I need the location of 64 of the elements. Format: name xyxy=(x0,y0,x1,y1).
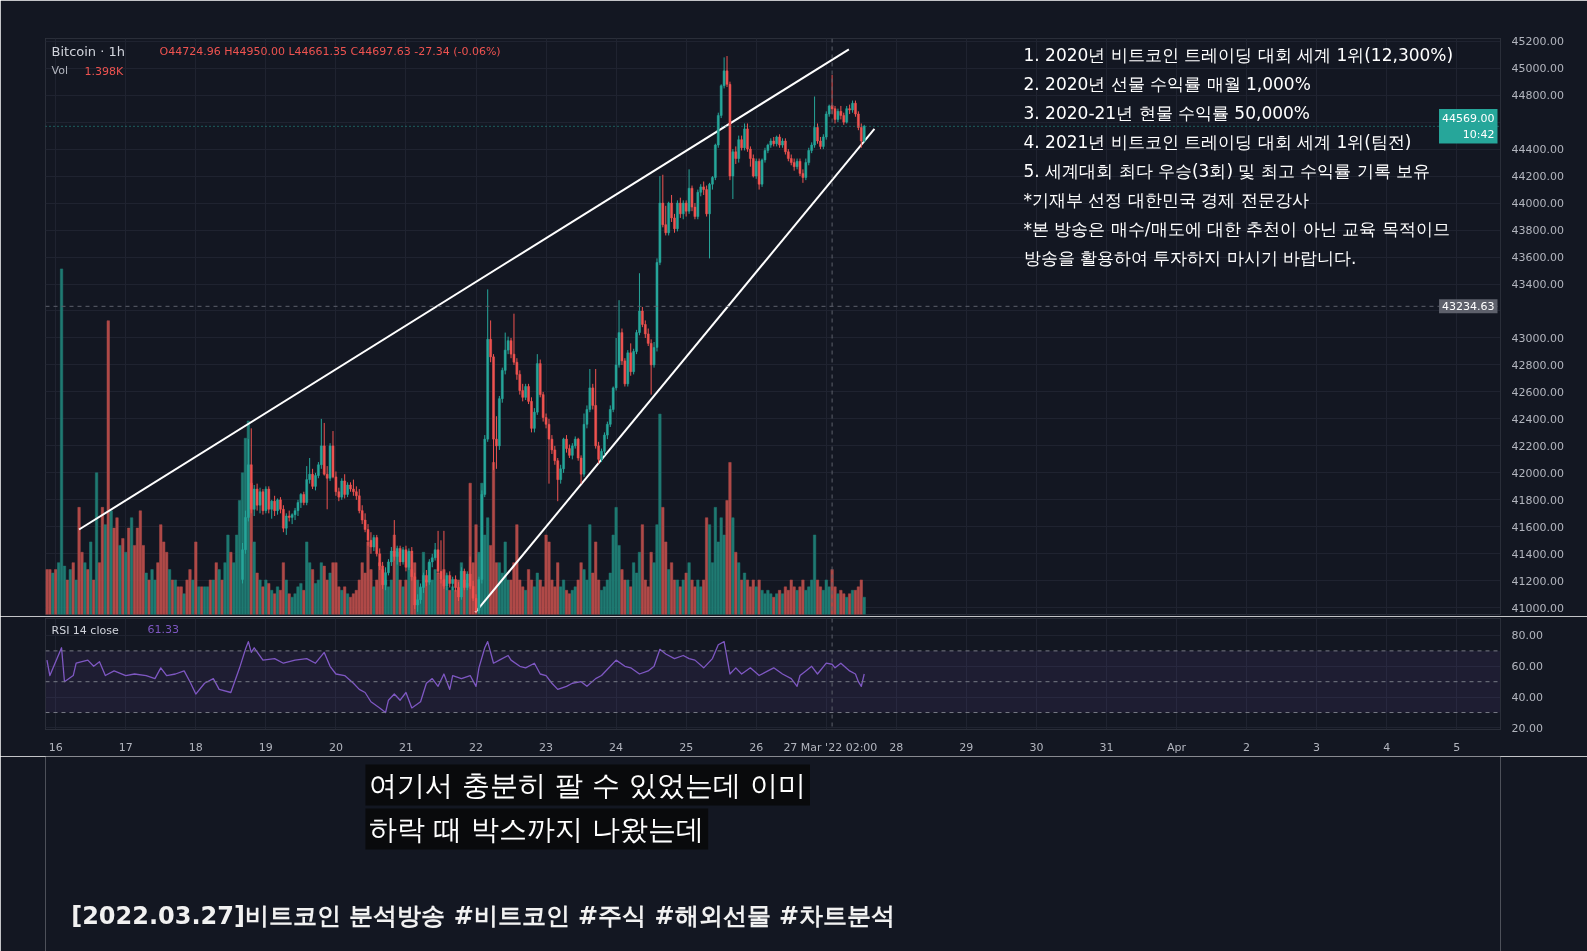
y-tick-label: 41000.00 xyxy=(1511,601,1564,615)
y-tick-label: 42600.00 xyxy=(1511,385,1564,399)
x-tick-label: 19 xyxy=(258,740,273,754)
x-tick-label: 28 xyxy=(889,740,904,754)
chart-title: Bitcoin · 1h xyxy=(51,43,125,59)
x-tick-label: 5 xyxy=(1453,740,1461,754)
x-tick-label: 17 xyxy=(118,740,133,754)
chart-title: Vol xyxy=(51,63,68,77)
annotation: *본 방송은 매수/매도에 대한 추천이 아닌 교육 목적이므 xyxy=(1023,218,1450,239)
y-tick-label: 60.00 xyxy=(1511,660,1543,674)
text: O44724.96 H44950.00 L44661.35 C44697.63 -27.34 (-0.06%) xyxy=(159,44,501,58)
text: 여기서 충분히 팔 수 있었는데 이미 xyxy=(369,768,806,802)
y-tick-label: 44200.00 xyxy=(1511,170,1564,184)
annotation: *기재부 선정 대한민국 경제 전문강사 xyxy=(1023,189,1309,210)
chart-subtitle: 61.33 xyxy=(147,622,179,636)
y-tick-label: 45200.00 xyxy=(1511,35,1564,49)
y-tick-label: 42800.00 xyxy=(1511,358,1564,372)
x-tick-label: Apr xyxy=(1167,740,1187,754)
y-tick-label: 42400.00 xyxy=(1511,412,1564,426)
x-tick-label: 29 xyxy=(959,740,974,754)
y-tick-label: 20.00 xyxy=(1511,721,1543,735)
annotation: 3. 2020-21년 현물 수익률 50,000% xyxy=(1023,102,1311,123)
x-tick-label: 4 xyxy=(1383,740,1391,754)
x-tick-label: 16 xyxy=(48,740,63,754)
y-tick-label: 43800.00 xyxy=(1511,224,1564,238)
ref-line-label: 43234.63 xyxy=(1442,300,1495,314)
annotation: 방송을 활용하여 투자하지 마시기 바랍니다. xyxy=(1023,247,1357,268)
y-tick-label: 41400.00 xyxy=(1511,547,1564,561)
x-tick-label: 26 xyxy=(749,740,764,754)
x-tick-label: 21 xyxy=(398,740,413,754)
y-tick-label: 43400.00 xyxy=(1511,278,1564,292)
x-tick-label: 2 xyxy=(1243,740,1251,754)
x-tick-label: 18 xyxy=(188,740,203,754)
x-tick-label: 23 xyxy=(539,740,554,754)
y-tick-label: 80.00 xyxy=(1511,629,1543,643)
text: [2022.03.27]비트코인 분석방송 #비트코인 #주식 #해외선물 #차트분석 xyxy=(71,901,896,930)
y-tick-label: 44400.00 xyxy=(1511,143,1564,157)
chart-subtitle: 1.398K xyxy=(84,64,124,78)
x-tick-label: 20 xyxy=(328,740,343,754)
x-tick-label: 30 xyxy=(1029,740,1044,754)
y-tick-label: 41800.00 xyxy=(1511,493,1564,507)
y-tick-label: 45000.00 xyxy=(1511,62,1564,76)
annotation: 5. 세계대회 최다 우승(3회) 및 최고 수익률 기록 보유 xyxy=(1023,160,1431,181)
y-tick-label: 41600.00 xyxy=(1511,520,1564,534)
y-tick-label: 43000.00 xyxy=(1511,331,1564,345)
y-tick-label: 41200.00 xyxy=(1511,574,1564,588)
ref-line-label: 44569.00 10:42 xyxy=(1442,112,1495,141)
text: 하락 때 박스까지 나왔는데 xyxy=(369,812,705,846)
x-tick-label: 31 xyxy=(1099,740,1114,754)
y-tick-label: 43600.00 xyxy=(1511,251,1564,265)
annotation: 2. 2020년 선물 수익률 매월 1,000% xyxy=(1023,73,1311,94)
y-tick-label: 40.00 xyxy=(1511,691,1543,705)
x-tick-label: 25 xyxy=(679,740,694,754)
y-tick-label: 42200.00 xyxy=(1511,439,1564,453)
x-tick-label: 24 xyxy=(609,740,624,754)
y-tick-label: 44800.00 xyxy=(1511,89,1564,103)
annotation: 4. 2021년 비트코인 트레이딩 대회 세계 1위(팀전) xyxy=(1023,131,1412,152)
annotation: 1. 2020년 비트코인 트레이딩 대회 세계 1위(12,300%) xyxy=(1023,44,1454,65)
x-tick-label: 3 xyxy=(1313,740,1321,754)
y-tick-label: 44000.00 xyxy=(1511,197,1564,211)
x-tick-label: 22 xyxy=(469,740,484,754)
y-tick-label: 42000.00 xyxy=(1511,466,1564,480)
ref-line-label: 27 Mar '22 02:00 xyxy=(783,740,878,754)
text: RSI 14 close xyxy=(51,623,119,637)
